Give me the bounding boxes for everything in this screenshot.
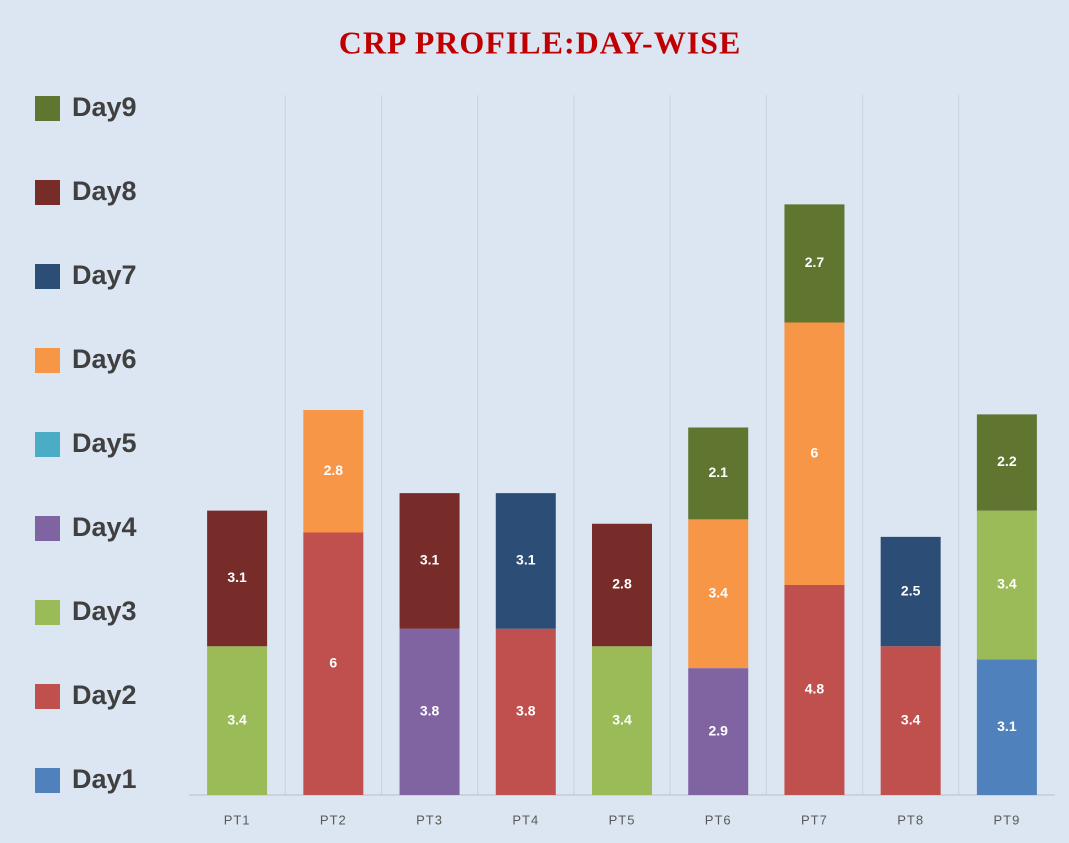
data-label: 3.1 bbox=[420, 552, 440, 568]
legend-swatch bbox=[35, 180, 60, 205]
legend-label: Day1 bbox=[72, 764, 137, 794]
bar-segment bbox=[303, 410, 364, 533]
data-label: 2.8 bbox=[612, 576, 632, 592]
data-label: 2.9 bbox=[708, 722, 728, 738]
legend-swatch bbox=[35, 768, 60, 793]
bar-segment bbox=[688, 668, 749, 795]
x-tick-label: PT2 bbox=[320, 812, 347, 827]
data-label: 4.8 bbox=[805, 681, 825, 697]
bar-segment bbox=[880, 536, 941, 647]
data-label: 2.1 bbox=[708, 464, 728, 480]
legend-swatch bbox=[35, 96, 60, 121]
data-label: 3.4 bbox=[708, 584, 728, 600]
x-tick-label: PT8 bbox=[897, 812, 924, 827]
x-tick-label: PT6 bbox=[705, 812, 732, 827]
data-label: 3.4 bbox=[612, 711, 632, 727]
legend-swatch bbox=[35, 516, 60, 541]
data-label: 6 bbox=[811, 444, 819, 460]
bar-segment bbox=[495, 628, 556, 795]
legend-label: Day6 bbox=[72, 344, 137, 374]
data-label: 3.1 bbox=[997, 718, 1017, 734]
legend-swatch bbox=[35, 348, 60, 373]
bar-segment bbox=[495, 493, 556, 629]
bar-segment bbox=[784, 585, 845, 795]
legend-label: Day5 bbox=[72, 428, 137, 458]
bar-segment bbox=[880, 646, 941, 795]
data-label: 2.2 bbox=[997, 453, 1017, 469]
data-label: 2.5 bbox=[901, 582, 921, 598]
legend-label: Day2 bbox=[72, 680, 137, 710]
x-tick-label: PT1 bbox=[224, 812, 251, 827]
bar-segment bbox=[207, 646, 268, 795]
legend-label: Day4 bbox=[72, 512, 137, 542]
bar-segment bbox=[784, 204, 845, 323]
bar-segment bbox=[976, 510, 1037, 660]
bar-segment bbox=[784, 322, 845, 585]
bar-segment bbox=[399, 628, 460, 795]
chart-title: CRP PROFILE:DAY-WISE bbox=[339, 24, 742, 60]
legend-swatch bbox=[35, 432, 60, 457]
legend-swatch bbox=[35, 264, 60, 289]
x-tick-label: PT5 bbox=[609, 812, 636, 827]
legend-label: Day3 bbox=[72, 596, 137, 626]
bar-segment bbox=[688, 427, 749, 520]
data-label: 2.8 bbox=[324, 462, 344, 478]
data-label: 6 bbox=[329, 654, 337, 670]
x-tick-label: PT3 bbox=[416, 812, 443, 827]
data-label: 3.1 bbox=[516, 552, 536, 568]
bar-segment bbox=[976, 414, 1037, 511]
legend-label: Day9 bbox=[72, 92, 137, 122]
bar-segment bbox=[592, 523, 652, 647]
data-label: 3.8 bbox=[516, 703, 536, 719]
data-label: 3.1 bbox=[227, 569, 247, 585]
data-label: 3.4 bbox=[227, 711, 247, 727]
x-tick-label: PT4 bbox=[512, 812, 539, 827]
x-tick-label: PT7 bbox=[801, 812, 828, 827]
x-tick-label: PT9 bbox=[993, 812, 1020, 827]
bar-segment bbox=[976, 659, 1037, 795]
bar-segment bbox=[688, 519, 749, 669]
data-label: 3.4 bbox=[901, 711, 921, 727]
data-label: 3.8 bbox=[420, 703, 440, 719]
bar-segment bbox=[303, 532, 364, 795]
data-label: 2.7 bbox=[805, 254, 825, 270]
legend-swatch bbox=[35, 600, 60, 625]
legend-label: Day7 bbox=[72, 260, 137, 290]
bar-segment bbox=[207, 510, 268, 647]
legend-swatch bbox=[35, 684, 60, 709]
bar-segment bbox=[399, 493, 460, 629]
legend-label: Day8 bbox=[72, 176, 137, 206]
bar-segment bbox=[592, 646, 652, 795]
data-label: 3.4 bbox=[997, 576, 1017, 592]
